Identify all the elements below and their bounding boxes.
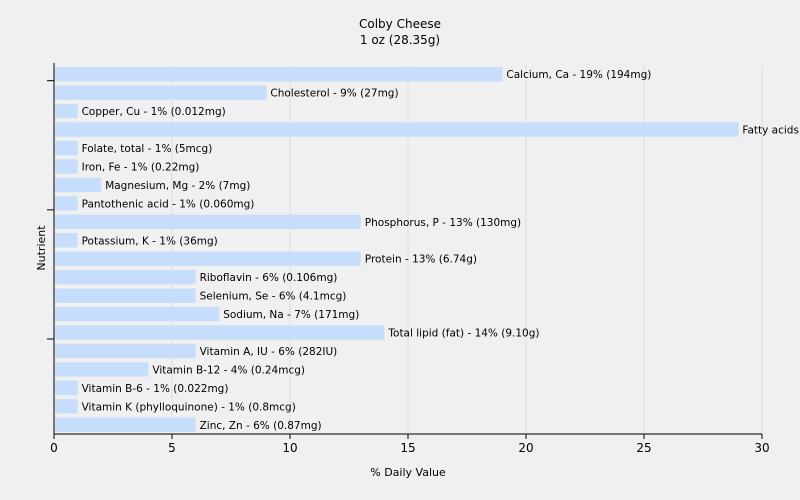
bar <box>55 214 361 230</box>
bar-label: Pantothenic acid - 1% (0.060mg) <box>82 198 255 210</box>
bar <box>55 417 196 432</box>
bar-label: Protein - 13% (6.74g) <box>365 254 477 266</box>
bar-label: Magnesium, Mg - 2% (7mg) <box>105 180 250 192</box>
y-axis-label: Nutrient <box>35 225 48 271</box>
x-tick-label: 0 <box>50 441 58 455</box>
grid-lines <box>171 65 763 434</box>
x-tick-label: 25 <box>636 441 651 455</box>
bar-label: Potassium, K - 1% (36mg) <box>82 235 218 247</box>
bar <box>55 269 196 285</box>
bar-label: Selenium, Se - 6% (4.1mcg) <box>200 291 347 303</box>
bar-label: Zinc, Zn - 6% (0.87mg) <box>200 420 322 432</box>
bar <box>55 177 102 193</box>
bar <box>55 325 385 340</box>
bar-labels: Calcium, Ca - 19% (194mg) Cholesterol - 9… <box>82 69 800 432</box>
bar-label: Vitamin K (phylloquinone) - 1% (0.8mcg) <box>82 401 296 413</box>
bar <box>55 399 78 414</box>
bar-label: Copper, Cu - 1% (0.012mg) <box>82 106 226 118</box>
bar <box>55 306 220 322</box>
x-axis-label: % Daily Value <box>370 466 446 479</box>
bar-label: Vitamin B-12 - 4% (0.24mcg) <box>152 364 305 376</box>
bar <box>55 159 78 174</box>
bar <box>55 380 78 396</box>
bar <box>55 196 78 211</box>
bar-label: Vitamin B-6 - 1% (0.022mg) <box>82 383 229 395</box>
x-tick-label: 5 <box>168 441 176 455</box>
bars <box>55 67 739 432</box>
bar-label: Total lipid (fat) - 14% (9.10g) <box>387 328 539 340</box>
x-tick-label: 30 <box>754 441 769 455</box>
chart-subtitle: 1 oz (28.35g) <box>360 33 440 47</box>
bar-label: Vitamin A, IU - 6% (282IU) <box>200 346 338 358</box>
bar-label: Folate, total - 1% (5mcg) <box>82 143 213 155</box>
chart-title: Colby Cheese <box>359 17 441 31</box>
bar-label: Calcium, Ca - 19% (194mg) <box>506 69 651 81</box>
bar <box>55 103 78 119</box>
bar <box>55 122 739 137</box>
x-tick-label: 20 <box>518 441 533 455</box>
bar-label: Fatty acids, total saturated - 29% (5.73… <box>742 125 800 137</box>
bar <box>55 233 78 248</box>
bar <box>55 288 196 303</box>
bar-label: Cholesterol - 9% (27mg) <box>270 88 398 100</box>
bar <box>55 343 196 359</box>
bar-label: Riboflavin - 6% (0.106mg) <box>200 272 338 284</box>
x-tick-label: 15 <box>400 441 415 455</box>
bar <box>55 251 361 266</box>
bar-label: Phosphorus, P - 13% (130mg) <box>365 217 521 229</box>
bar-label: Iron, Fe - 1% (0.22mg) <box>82 161 200 173</box>
axes: 0 5 10 15 20 25 30 <box>47 63 770 455</box>
bar <box>55 85 267 100</box>
bar <box>55 67 503 82</box>
x-tick-label: 10 <box>282 441 297 455</box>
bar <box>55 140 78 156</box>
bar-label: Sodium, Na - 7% (171mg) <box>223 309 359 321</box>
bar <box>55 362 149 377</box>
